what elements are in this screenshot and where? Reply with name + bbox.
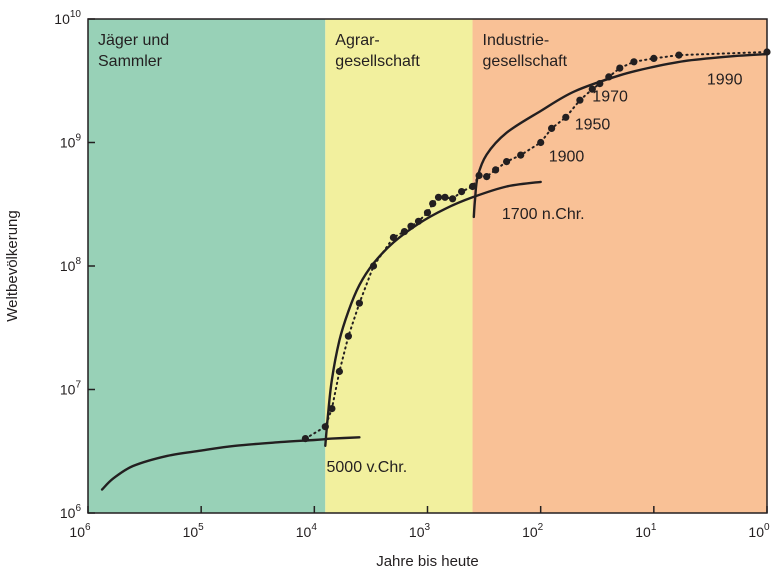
tick-exponent: 0 — [764, 522, 770, 533]
data-point — [537, 138, 545, 147]
tick-exponent: 6 — [75, 503, 81, 514]
tick-base: 10 — [60, 258, 76, 274]
y-tick-label: 108 — [60, 256, 82, 274]
tick-exponent: 10 — [70, 9, 82, 20]
x-tick-label: 102 — [522, 522, 544, 540]
axis-ticks — [87, 18, 768, 514]
tick-exponent: 2 — [538, 522, 544, 533]
tick-exponent: 7 — [75, 380, 81, 391]
tick-base: 10 — [60, 135, 76, 151]
x-tick-label: 104 — [296, 522, 318, 540]
data-point — [492, 166, 500, 174]
era-label-line1: Industrie- — [483, 32, 550, 49]
data-point — [344, 332, 352, 340]
tick-exponent: 4 — [311, 522, 317, 533]
tick-base: 10 — [60, 382, 76, 398]
data-point — [328, 405, 336, 413]
data-point — [475, 171, 483, 180]
tick-exponent: 8 — [75, 256, 81, 267]
data-point — [369, 262, 378, 270]
x-tick-label: 105 — [183, 522, 205, 540]
data-point — [562, 113, 570, 121]
tick-base: 10 — [296, 524, 312, 540]
tick-base: 10 — [522, 524, 538, 540]
data-point — [389, 233, 397, 242]
data-point — [407, 222, 415, 230]
tick-base: 10 — [183, 524, 199, 540]
tick-exponent: 9 — [75, 133, 81, 144]
data-point — [503, 158, 511, 166]
dotted-connector — [304, 51, 768, 440]
tick-base: 10 — [409, 524, 425, 540]
data-point — [588, 85, 596, 93]
era-label-line2: Sammler — [98, 53, 163, 70]
data-point — [596, 80, 604, 88]
era-label-3: Industrie-gesellschaft — [483, 32, 568, 70]
data-point — [335, 367, 343, 376]
x-axis-title: Jahre bis heute — [376, 553, 479, 570]
era-band-2 — [325, 19, 473, 513]
tick-exponent: 1 — [651, 522, 657, 533]
data-point — [630, 58, 638, 66]
tick-exponent: 3 — [425, 522, 431, 533]
era-label-1: Jäger und Sammler — [98, 32, 169, 70]
data-point — [434, 193, 443, 201]
tick-exponent: 5 — [198, 522, 204, 533]
data-point — [414, 217, 423, 225]
y-tick-label: 1010 — [54, 9, 81, 27]
y-tick-label: 107 — [60, 380, 82, 398]
era-label-line2: gesellschaft — [483, 53, 568, 70]
data-point — [355, 299, 363, 307]
data-point — [423, 209, 432, 217]
data-point — [441, 193, 449, 201]
tick-base: 10 — [635, 524, 651, 540]
y-tick-label: 106 — [60, 503, 82, 521]
tick-base: 10 — [69, 524, 85, 540]
data-point — [616, 64, 624, 72]
data-point — [675, 51, 683, 59]
era-label-line1: Jäger und — [98, 32, 169, 49]
tick-base: 10 — [60, 505, 76, 521]
data-point — [576, 96, 584, 104]
annotation-label: 1950 — [575, 117, 611, 134]
annotation-label: 1700 n.Chr. — [502, 206, 585, 223]
era-backgrounds — [88, 19, 767, 513]
tick-base: 10 — [54, 11, 70, 27]
annotation-label: 5000 v.Chr. — [327, 459, 408, 476]
data-point — [429, 200, 437, 208]
data-point — [301, 435, 309, 443]
era-band-1 — [88, 19, 326, 513]
tick-exponent: 6 — [85, 522, 91, 533]
era-band-3 — [472, 19, 767, 513]
data-point — [449, 195, 457, 203]
annotation-label: 1970 — [592, 88, 628, 105]
x-tick-label: 106 — [69, 522, 91, 540]
data-point — [400, 228, 408, 236]
data-point — [483, 173, 491, 181]
data-point — [548, 124, 556, 132]
data-points — [301, 48, 771, 443]
data-point — [605, 73, 613, 81]
data-point — [468, 182, 477, 191]
data-point — [650, 54, 658, 63]
annotation-label: 1990 — [707, 72, 743, 89]
data-point — [458, 188, 466, 196]
x-tick-label: 100 — [748, 522, 770, 540]
era-label-line1: Agrar- — [335, 32, 379, 49]
text-labels: Jäger und SammlerAgrar-gesellschaftIndust… — [54, 9, 770, 540]
x-tick-label: 101 — [635, 522, 657, 540]
x-tick-label: 103 — [409, 522, 431, 540]
dotted-series-line — [304, 51, 768, 440]
annotation-label: 1900 — [549, 149, 585, 166]
y-axis-title: Weltbevölkerung — [4, 210, 21, 321]
trend-curve-1 — [100, 436, 361, 491]
y-tick-label: 109 — [60, 133, 82, 151]
era-label-2: Agrar-gesellschaft — [335, 32, 420, 70]
data-point — [321, 423, 329, 431]
data-point — [517, 151, 525, 159]
era-label-line2: gesellschaft — [335, 53, 420, 70]
tick-base: 10 — [748, 524, 764, 540]
